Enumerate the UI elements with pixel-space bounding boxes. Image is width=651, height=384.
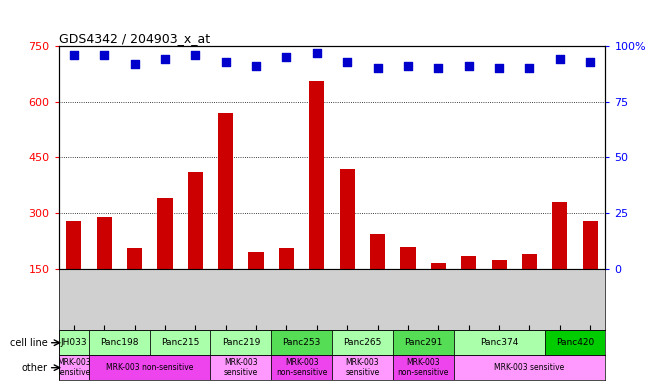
Text: other: other [21, 362, 48, 373]
Text: Panc198: Panc198 [100, 338, 139, 347]
Text: MRK-003
non-sensitive: MRK-003 non-sensitive [276, 358, 327, 377]
Bar [370, 233, 385, 269]
Text: Panc265: Panc265 [343, 338, 381, 347]
Bar [400, 247, 415, 269]
Text: MRK-003
non-sensitive: MRK-003 non-sensitive [398, 358, 449, 377]
Text: Panc253: Panc253 [283, 338, 321, 347]
Point [312, 50, 322, 56]
Text: MRK-003 sensitive: MRK-003 sensitive [494, 363, 564, 372]
Text: Panc374: Panc374 [480, 338, 518, 347]
Bar [271, 355, 332, 380]
Bar [59, 330, 89, 355]
Point [342, 59, 352, 65]
Point [281, 54, 292, 60]
Point [403, 63, 413, 69]
Text: MRK-003
sensitive: MRK-003 sensitive [224, 358, 258, 377]
Bar [393, 355, 454, 380]
Bar [150, 330, 210, 355]
Point [221, 59, 231, 65]
Point [190, 52, 201, 58]
Point [464, 63, 474, 69]
Bar [59, 355, 89, 380]
Text: Panc219: Panc219 [222, 338, 260, 347]
Bar [249, 252, 264, 269]
Point [68, 52, 79, 58]
Bar [522, 254, 537, 269]
Text: Panc215: Panc215 [161, 338, 199, 347]
Bar [583, 220, 598, 269]
Text: JH033: JH033 [61, 338, 87, 347]
Bar [210, 355, 271, 380]
Bar [271, 330, 332, 355]
Text: Panc420: Panc420 [556, 338, 594, 347]
Bar [89, 330, 150, 355]
Bar [218, 113, 233, 269]
Bar [96, 217, 112, 269]
Bar [210, 330, 271, 355]
Text: MRK-003 non-sensitive: MRK-003 non-sensitive [106, 363, 193, 372]
Bar [89, 355, 210, 380]
Point [555, 56, 565, 63]
Bar [461, 256, 477, 269]
Bar [545, 330, 605, 355]
Point [130, 61, 140, 67]
Point [251, 63, 261, 69]
Bar [454, 355, 605, 380]
Text: Panc291: Panc291 [404, 338, 442, 347]
Bar [340, 169, 355, 269]
Point [99, 52, 109, 58]
Text: MRK-003
sensitive: MRK-003 sensitive [57, 358, 91, 377]
Bar [454, 330, 545, 355]
Bar [332, 330, 393, 355]
Bar [279, 248, 294, 269]
Text: MRK-003
sensitive: MRK-003 sensitive [345, 358, 380, 377]
Bar [127, 248, 142, 269]
Text: GDS4342 / 204903_x_at: GDS4342 / 204903_x_at [59, 32, 210, 45]
Bar [309, 81, 324, 269]
Bar [393, 330, 454, 355]
Point [159, 56, 170, 63]
Point [372, 65, 383, 71]
Bar [332, 355, 393, 380]
Point [524, 65, 534, 71]
Bar [552, 202, 568, 269]
Point [585, 59, 596, 65]
Point [433, 65, 443, 71]
Bar [187, 172, 203, 269]
Bar [66, 220, 81, 269]
Point [494, 65, 505, 71]
Bar [158, 198, 173, 269]
Bar [492, 260, 506, 269]
Bar [431, 263, 446, 269]
Text: cell line: cell line [10, 338, 48, 348]
